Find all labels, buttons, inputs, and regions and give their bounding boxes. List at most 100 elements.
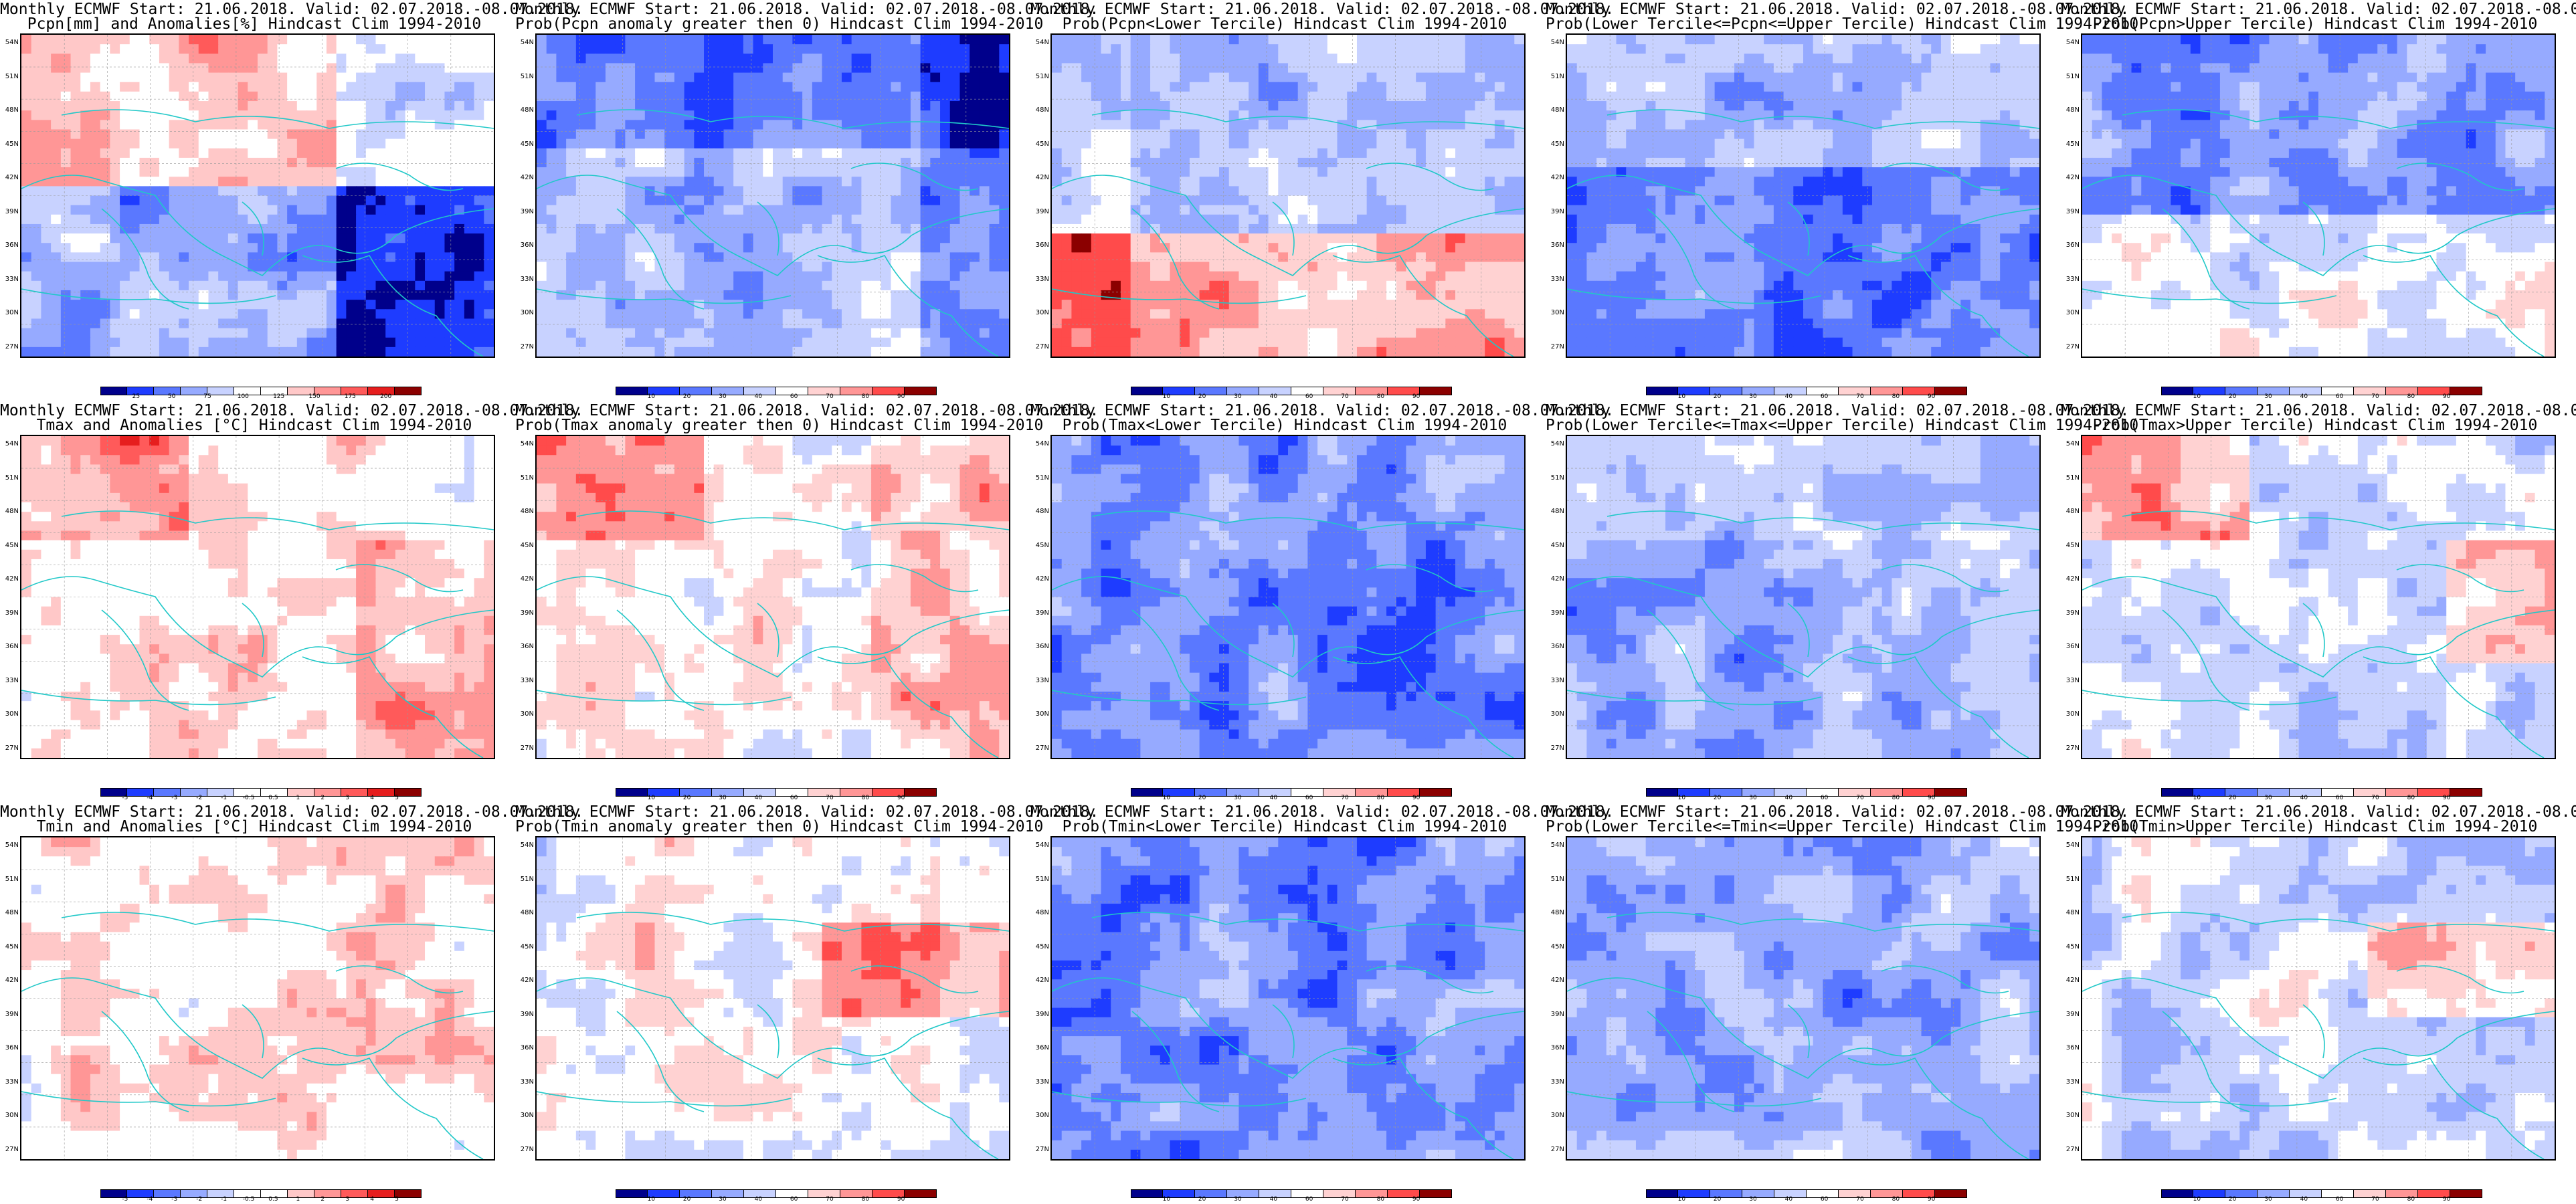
colorbar-cell	[2322, 387, 2354, 395]
y-tick-label: 45N	[1546, 542, 1564, 549]
panel-title: Monthly ECMWF Start: 21.06.2018. Valid: …	[1030, 403, 1614, 419]
y-tick-label: 45N	[0, 542, 19, 549]
y-tick-label: 42N	[515, 174, 534, 181]
colorbar-cell	[1163, 387, 1195, 395]
colorbar-label: 30	[1749, 795, 1756, 801]
colorbar-label: 80	[862, 1196, 869, 1203]
map-panel: Monthly ECMWF Start: 21.06.2018. Valid: …	[1546, 803, 2138, 1204]
colorbar-label: 80	[1892, 1196, 1900, 1203]
colorbar-cell	[2322, 1189, 2354, 1198]
colorbar-label: 40	[1785, 795, 1792, 801]
colorbar-label: 5	[395, 795, 399, 801]
y-tick-label: 30N	[1030, 309, 1049, 316]
colorbar-cell	[905, 387, 937, 395]
y-tick-label: 54N	[1030, 39, 1049, 46]
y-tick-label: 30N	[1546, 710, 1564, 718]
colorbar-cell	[127, 788, 154, 797]
colorbar-cell	[261, 387, 288, 395]
colorbar-label: 60	[790, 795, 798, 801]
map-field-svg	[537, 837, 1009, 1159]
colorbar: 10 20 30 40 60 70 80 90	[2141, 788, 2502, 801]
colorbar-cell	[1420, 788, 1452, 797]
y-tick-label: 33N	[0, 677, 19, 684]
panel-subtitle: Prob(Lower Tercile<=Tmin<=Upper Tercile)…	[1546, 819, 2138, 835]
colorbar-cell	[840, 387, 872, 395]
y-tick-label: 54N	[2061, 841, 2080, 849]
map-panel: Monthly ECMWF Start: 21.06.2018. Valid: …	[0, 0, 583, 401]
map-panel: Monthly ECMWF Start: 21.06.2018. Valid: …	[1030, 0, 1614, 401]
colorbar: -5 -4 -3 -2 -1 -0.5 0.5 1 2 3 4 5	[80, 788, 442, 801]
colorbar-cell	[154, 1189, 181, 1198]
colorbar-cell	[2418, 1189, 2450, 1198]
colorbar-cell	[100, 788, 127, 797]
colorbar-label: 60	[1821, 1196, 1828, 1203]
colorbar-cell	[2258, 1189, 2290, 1198]
colorbar-cell	[2290, 1189, 2322, 1198]
y-tick-label: 36N	[0, 241, 19, 249]
colorbar-cell	[2386, 788, 2418, 797]
colorbar-cell	[341, 387, 368, 395]
colorbar-cell	[1903, 387, 1935, 395]
colorbar-cell	[1163, 788, 1195, 797]
y-tick-label: 27N	[0, 1146, 19, 1153]
y-tick-label: 39N	[1030, 1011, 1049, 1018]
colorbar-label: 10	[2193, 795, 2201, 801]
colorbar-label: 1	[296, 795, 300, 801]
colorbar-label: 60	[1821, 393, 1828, 400]
map-field-svg	[1052, 837, 1524, 1159]
y-tick-label: 30N	[1546, 309, 1564, 316]
y-tick-label: 51N	[1546, 876, 1564, 883]
panel-subtitle: Prob(Tmax>Upper Tercile) Hindcast Clim 1…	[2061, 417, 2569, 433]
colorbar-label: 200	[380, 393, 391, 400]
colorbar-cell	[1420, 387, 1452, 395]
y-tick-label: 27N	[1030, 1146, 1049, 1153]
colorbar-cell	[905, 788, 937, 797]
colorbar-cell	[1259, 788, 1291, 797]
panel-subtitle: Prob(Pcpn>Upper Tercile) Hindcast Clim 1…	[2061, 16, 2569, 32]
colorbar-label: 20	[1714, 1196, 1721, 1203]
colorbar-label: 20	[1198, 393, 1206, 400]
colorbar-cell	[1710, 1189, 1742, 1198]
y-tick-label: 27N	[1546, 1146, 1564, 1153]
y-tick-label: 42N	[1030, 174, 1049, 181]
colorbar-label: 70	[826, 795, 833, 801]
colorbar-cell	[616, 788, 648, 797]
colorbar-cell	[2225, 1189, 2258, 1198]
colorbar-label: 90	[1412, 393, 1420, 400]
y-tick-label: 39N	[2061, 609, 2080, 617]
y-tick-label: 33N	[2061, 276, 2080, 283]
colorbar-cell	[808, 387, 840, 395]
colorbar-label: 70	[1341, 1196, 1348, 1203]
colorbar-cell	[368, 1189, 395, 1198]
y-tick-label: 48N	[0, 106, 19, 114]
y-tick-label: 36N	[2061, 643, 2080, 650]
y-tick-label: 36N	[1546, 1044, 1564, 1051]
y-tick-label: 33N	[1030, 276, 1049, 283]
y-tick-label: 45N	[1030, 542, 1049, 549]
y-tick-label: 39N	[1546, 208, 1564, 215]
colorbar: 10 20 30 40 60 70 80 90	[1111, 387, 1472, 400]
colorbar-cell	[1710, 387, 1742, 395]
colorbar-label: 30	[719, 1196, 726, 1203]
y-tick-label: 27N	[0, 744, 19, 752]
colorbar-cell	[2161, 1189, 2193, 1198]
y-tick-label: 54N	[2061, 440, 2080, 447]
colorbar-cell	[1323, 387, 1356, 395]
map-panel: Monthly ECMWF Start: 21.06.2018. Valid: …	[1030, 803, 1614, 1204]
colorbar-label: 80	[862, 795, 869, 801]
colorbar-label: 60	[790, 1196, 798, 1203]
colorbar-label: -3	[171, 795, 177, 801]
panel-title: Monthly ECMWF Start: 21.06.2018. Valid: …	[515, 1, 1099, 17]
colorbar-cell	[1871, 788, 1903, 797]
y-tick-label: 48N	[515, 909, 534, 916]
colorbar-cell	[712, 387, 744, 395]
colorbar-cell	[395, 788, 422, 797]
y-tick-label: 42N	[0, 174, 19, 181]
colorbar-cell	[368, 387, 395, 395]
panel-title: Monthly ECMWF Start: 21.06.2018. Valid: …	[515, 804, 1099, 820]
colorbar-label: 30	[719, 393, 726, 400]
colorbar-label: 20	[1714, 393, 1721, 400]
colorbar-label: 20	[2229, 1196, 2236, 1203]
panel-title: Monthly ECMWF Start: 21.06.2018. Valid: …	[1030, 1, 1614, 17]
y-tick-label: 39N	[515, 1011, 534, 1018]
